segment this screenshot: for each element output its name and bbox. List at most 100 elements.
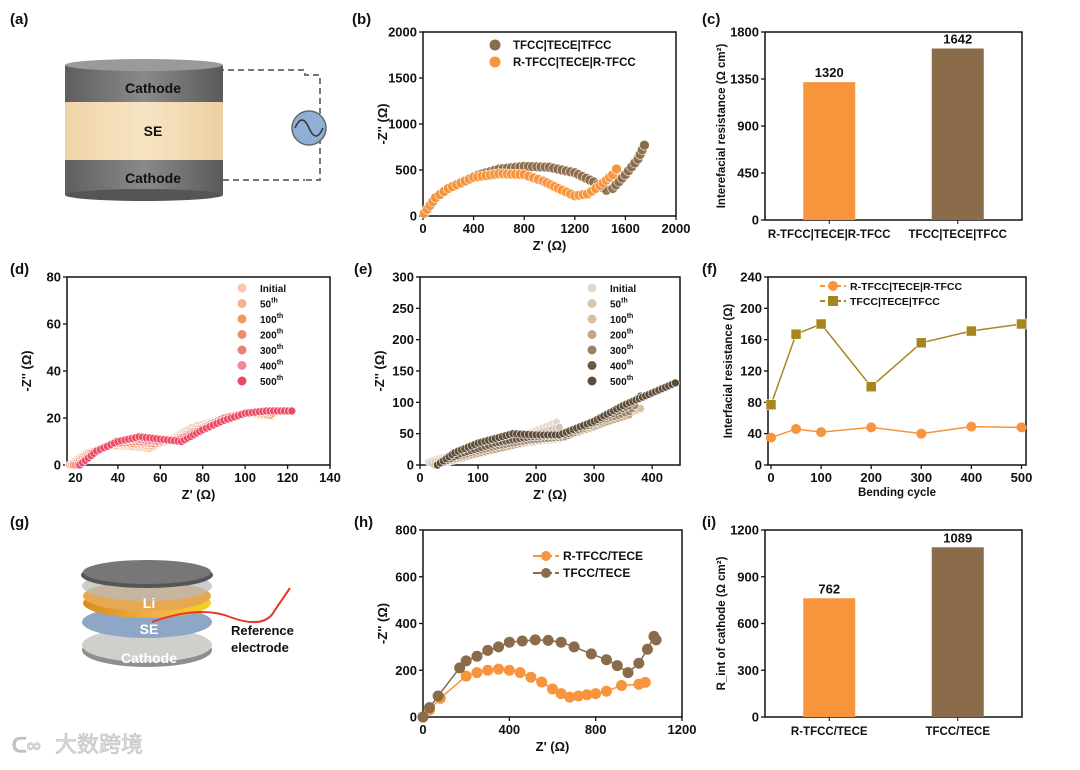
x-tick-label: 1200 bbox=[668, 722, 697, 737]
layer-label-cathode-g: Cathode bbox=[121, 650, 177, 666]
x-tick-label: 300 bbox=[910, 470, 932, 485]
legend-marker bbox=[828, 281, 838, 291]
y-tick-label: 800 bbox=[395, 523, 417, 538]
series-tfcc-tece bbox=[417, 630, 662, 723]
y-tick-label: 240 bbox=[740, 270, 762, 285]
legend-label: 500th bbox=[260, 375, 283, 388]
legend-label: R-TFCC/TECE bbox=[563, 549, 643, 563]
x-tick-label: 0 bbox=[419, 221, 426, 236]
legend-item: 500th bbox=[587, 375, 633, 388]
data-point bbox=[555, 636, 567, 648]
legend-item: TFCC|TECE|TFCC bbox=[489, 39, 611, 52]
y-tick-label: 600 bbox=[737, 616, 759, 631]
legend-marker bbox=[828, 296, 838, 306]
legend-marker bbox=[587, 314, 597, 324]
y-tick-label: 50 bbox=[400, 426, 414, 441]
y-tick-label: 2000 bbox=[388, 25, 417, 40]
y-tick-label: 200 bbox=[392, 332, 414, 347]
data-point bbox=[454, 662, 466, 674]
data-point bbox=[423, 702, 435, 714]
chart-e: 0 50 100 150 200 250 300 -Z'' (Ω) 0 100 200 300 400 Z… bbox=[372, 270, 681, 502]
y-tick-label: 0 bbox=[54, 458, 61, 473]
bar-value-label: 1089 bbox=[943, 530, 972, 545]
y-tick-label: 1000 bbox=[388, 117, 417, 132]
data-point bbox=[815, 318, 827, 330]
y-tick-label: 0 bbox=[410, 710, 417, 725]
bar-value-label: 1642 bbox=[943, 32, 972, 47]
data-point bbox=[581, 689, 593, 701]
series-r-tfcc-tece-r-tfcc bbox=[766, 421, 1027, 443]
data-point bbox=[417, 711, 429, 723]
legend-marker bbox=[587, 283, 597, 293]
legend-item: 50th bbox=[587, 298, 628, 311]
legend-item: 400th bbox=[237, 360, 283, 373]
x-tick-label: TFCC|TECE|TFCC bbox=[909, 229, 1007, 241]
legend-item: 50th bbox=[237, 298, 278, 311]
y-tick-label: 0 bbox=[752, 213, 759, 228]
data-point bbox=[585, 648, 597, 660]
legend-marker bbox=[237, 299, 247, 308]
x-axis-label: Z' (Ω) bbox=[533, 487, 567, 502]
legend-marker bbox=[237, 330, 247, 339]
legend-label: 200th bbox=[260, 329, 283, 342]
panel-label-i: (i) bbox=[702, 514, 716, 531]
x-tick-label: 120 bbox=[277, 470, 299, 485]
data-point bbox=[766, 432, 777, 443]
panel-label-c: (c) bbox=[702, 11, 720, 28]
data-point bbox=[600, 685, 612, 697]
data-point bbox=[916, 428, 927, 439]
y-tick-label: 160 bbox=[740, 332, 762, 347]
data-point bbox=[493, 641, 505, 653]
chart-h: 0 200 400 600 800 -Z'' (Ω) 0 400 800 1200 Z' (Ω) R-… bbox=[375, 523, 696, 755]
data-point bbox=[633, 657, 645, 669]
data-point bbox=[529, 634, 541, 646]
x-axis-label: Bending cycle bbox=[858, 487, 936, 499]
x-tick-label: 200 bbox=[525, 470, 547, 485]
x-tick-label: 40 bbox=[111, 470, 125, 485]
data-point bbox=[516, 635, 528, 647]
panel-label-a: (a) bbox=[10, 11, 28, 28]
data-point bbox=[432, 690, 444, 702]
panel-label-g: (g) bbox=[10, 514, 29, 531]
bar bbox=[931, 547, 984, 717]
panel-label-d: (d) bbox=[10, 261, 29, 278]
legend-marker bbox=[541, 568, 551, 578]
panel-label-h: (h) bbox=[354, 514, 373, 531]
data-point bbox=[791, 423, 802, 434]
data-point bbox=[482, 664, 494, 676]
series-tfcc-tece-tfcc bbox=[765, 318, 1027, 410]
data-point bbox=[514, 667, 526, 679]
legend-marker bbox=[541, 551, 551, 561]
x-tick-label: 0 bbox=[767, 470, 774, 485]
x-tick-label: R-TFCC|TECE|R-TFCC bbox=[768, 229, 891, 241]
y-tick-label: 600 bbox=[395, 569, 417, 584]
data-point bbox=[493, 663, 505, 675]
y-tick-label: 1800 bbox=[730, 25, 759, 40]
y-tick-label: 250 bbox=[392, 301, 414, 316]
data-point bbox=[671, 378, 680, 388]
data-point bbox=[916, 337, 927, 349]
legend-label: 100th bbox=[260, 313, 283, 326]
x-tick-label: 400 bbox=[641, 470, 663, 485]
x-tick-label: 20 bbox=[68, 470, 82, 485]
legend-marker bbox=[237, 314, 247, 324]
y-axis-label: R_int of cathode (Ω cm²) bbox=[716, 556, 728, 690]
chart-b: 0 500 1000 1500 2000 -Z'' (Ω) 0 400 800 1200 1600 2… bbox=[375, 25, 690, 254]
data-point bbox=[616, 679, 628, 691]
legend-label: TFCC|TECE|TFCC bbox=[513, 40, 611, 52]
x-tick-label: 800 bbox=[585, 722, 607, 737]
x-tick-label: 80 bbox=[196, 470, 210, 485]
x-tick-label: 400 bbox=[463, 221, 485, 236]
ac-source-icon bbox=[291, 110, 327, 146]
legend-marker bbox=[587, 330, 597, 339]
y-tick-label: 0 bbox=[407, 458, 414, 473]
layer-label-li: Li bbox=[143, 595, 155, 611]
legend-item: 400th bbox=[587, 360, 633, 373]
legend-item: 200th bbox=[587, 329, 633, 342]
x-axis-label: Z' (Ω) bbox=[182, 487, 216, 502]
panel-label-f: (f) bbox=[702, 261, 717, 278]
legend-item: 100th bbox=[237, 313, 283, 326]
legend-label: 400th bbox=[260, 360, 283, 373]
legend-item: R-TFCC|TECE|R-TFCC bbox=[820, 281, 962, 293]
y-tick-label: 300 bbox=[392, 270, 414, 285]
